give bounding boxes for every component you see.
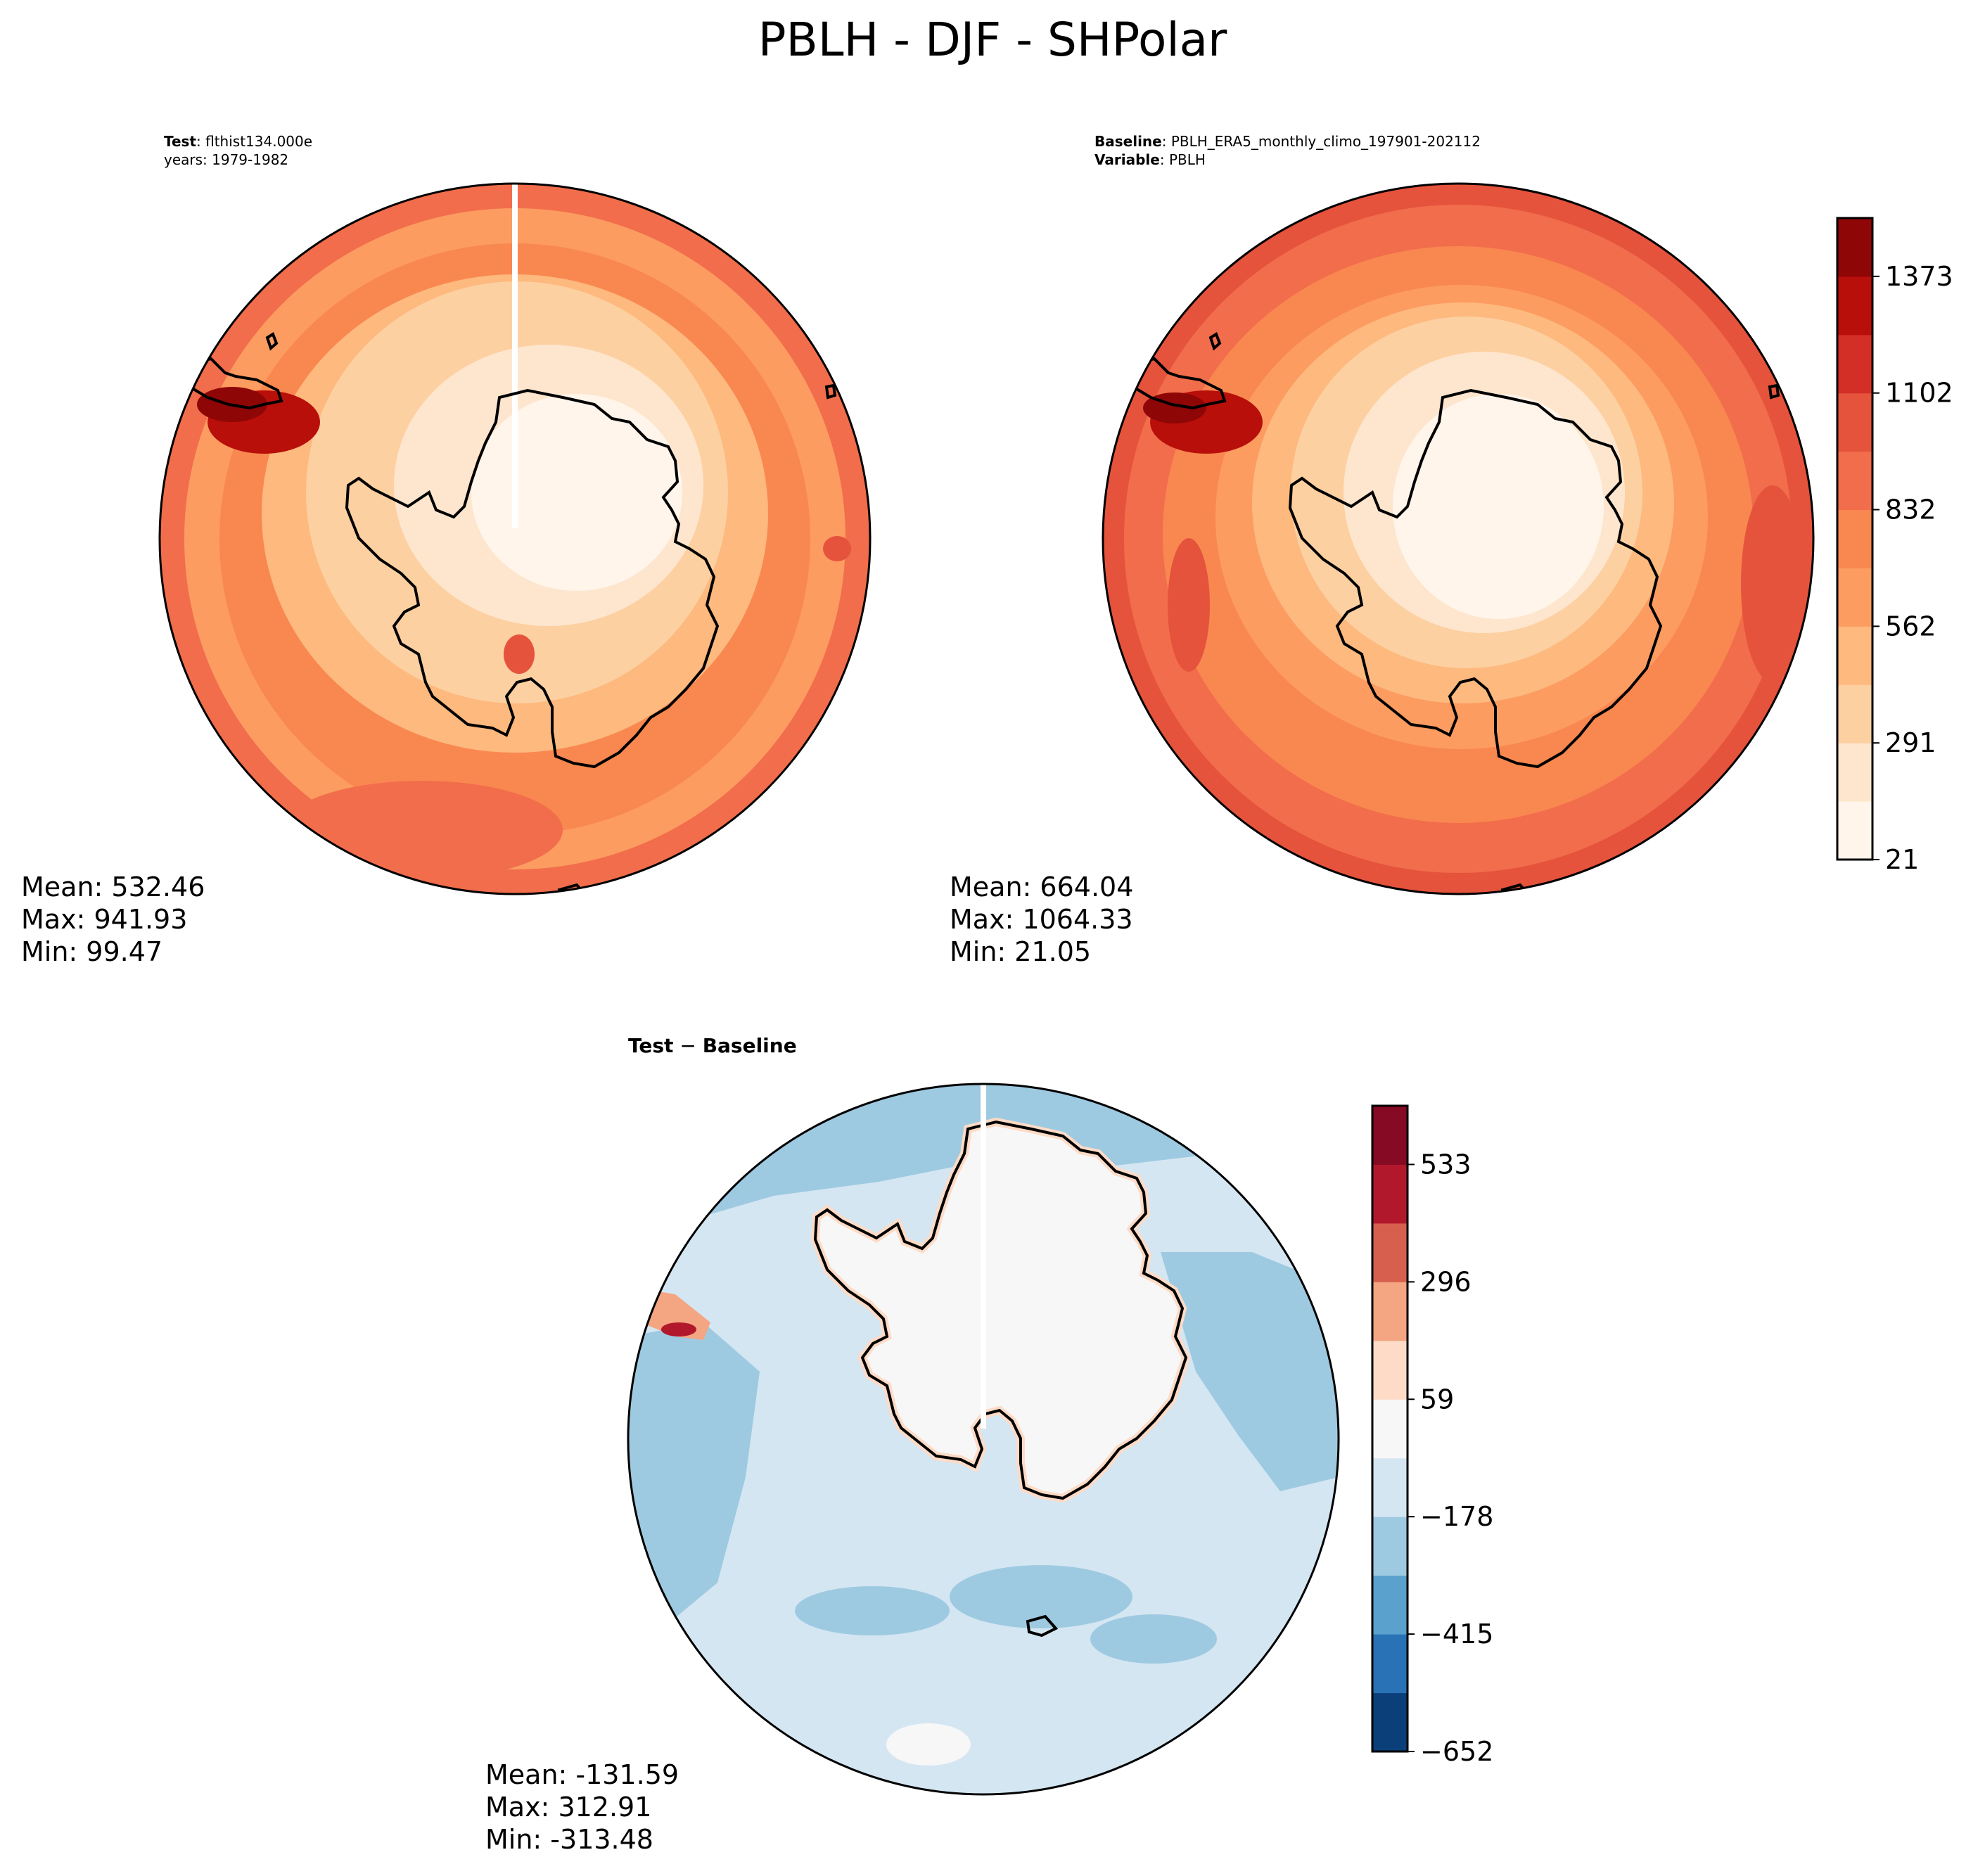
colorbar-diff-swatch — [1372, 1340, 1408, 1400]
colorbar-mean-swatch — [1837, 509, 1872, 568]
colorbar-diff-swatch — [1372, 1634, 1408, 1694]
variable-label: Variable — [1094, 151, 1160, 168]
colorbar-mean-swatch — [1837, 218, 1872, 277]
diff-missing-stripe — [981, 1084, 986, 1429]
colorbar-mean-tick-label: 21 — [1885, 844, 1919, 875]
colorbar-mean-tick-label: 832 — [1885, 494, 1936, 525]
test-stats: Mean: 532.46 Max: 941.93 Min: 99.47 — [21, 871, 205, 968]
baseline-header-label: Baseline — [1094, 133, 1162, 150]
colorbar-mean-swatch — [1837, 451, 1872, 511]
baseline-map-border — [1102, 182, 1815, 895]
diff-map-border — [627, 1083, 1340, 1796]
diff-header-test: Test — [628, 1034, 674, 1057]
baseline-map — [1103, 184, 1813, 894]
diff-header-baseline: Baseline — [702, 1034, 797, 1057]
diff-header: Test − Baseline — [628, 1034, 797, 1058]
test-map — [160, 184, 870, 894]
test-years: years: 1979-1982 — [164, 151, 289, 168]
colorbar-diff-tick-label: 296 — [1420, 1266, 1472, 1297]
test-mean: Mean: 532.46 — [21, 872, 205, 902]
baseline-stats: Mean: 664.04 Max: 1064.33 Min: 21.05 — [950, 871, 1133, 968]
colorbar-mean-swatch — [1837, 801, 1872, 860]
colorbar-mean-swatch — [1837, 568, 1872, 627]
colorbar-diff-swatch — [1372, 1575, 1408, 1635]
colorbar-diff-swatch — [1372, 1692, 1408, 1752]
colorbar-mean-swatch — [1837, 276, 1872, 336]
colorbar-diff-swatch — [1372, 1457, 1408, 1517]
variable-name: : PBLH — [1159, 151, 1206, 168]
colorbar-diff-swatch — [1372, 1223, 1408, 1282]
diff-stats: Mean: -131.59 Max: 312.91 Min: -313.48 — [485, 1759, 679, 1856]
colorbar-mean-tick-label: 1373 — [1885, 261, 1953, 292]
colorbar-diff: −652 −415 −178 59 296 533 — [1371, 1104, 1493, 1767]
colorbar-mean-swatch — [1837, 743, 1872, 802]
diff-min: Min: -313.48 — [485, 1824, 653, 1855]
diff-mean: Mean: -131.59 — [485, 1759, 679, 1790]
colorbar-diff-tick-label: −415 — [1420, 1619, 1493, 1650]
colorbar-mean-swatch — [1837, 393, 1872, 452]
colorbar-mean-swatch — [1837, 684, 1872, 744]
figure-title: PBLH - DJF - SHPolar — [758, 13, 1227, 67]
test-case-name: : flthist134.000e — [196, 133, 313, 150]
colorbar-mean-tick-label: 291 — [1885, 727, 1936, 758]
test-header: Test: flthist134.000e years: 1979-1982 — [164, 132, 312, 169]
colorbar-diff-swatch — [1372, 1399, 1408, 1459]
colorbar-diff-swatch — [1372, 1164, 1408, 1224]
diff-max: Max: 312.91 — [485, 1792, 652, 1823]
colorbar-diff-swatch — [1372, 1282, 1408, 1341]
colorbar-mean: 21 291 562 832 1102 1373 — [1836, 217, 1953, 875]
colorbar-mean-tick-label: 1102 — [1885, 378, 1953, 409]
test-header-label: Test — [164, 133, 197, 150]
baseline-max: Max: 1064.33 — [950, 904, 1133, 935]
diff-header-minus: − — [673, 1034, 703, 1057]
colorbar-diff-swatch — [1372, 1517, 1408, 1576]
colorbar-diff-tick-label: −178 — [1420, 1501, 1493, 1532]
colorbar-mean-tick-label: 562 — [1885, 611, 1936, 642]
colorbar-diff-swatch — [1372, 1106, 1408, 1165]
colorbar-diff-tick-label: 533 — [1420, 1149, 1472, 1180]
test-map-border — [158, 182, 872, 895]
colorbar-mean-swatch — [1837, 626, 1872, 685]
baseline-mean: Mean: 664.04 — [950, 872, 1134, 902]
colorbar-diff-tick-label: 59 — [1420, 1384, 1454, 1415]
test-min: Min: 99.47 — [21, 936, 163, 967]
colorbar-mean-swatch — [1837, 334, 1872, 394]
colorbar-diff-tick-label: −652 — [1420, 1736, 1493, 1767]
baseline-header: Baseline: PBLH_ERA5_monthly_climo_197901… — [1094, 132, 1481, 169]
colorbar-mean-border — [1836, 217, 1874, 861]
baseline-min: Min: 21.05 — [950, 936, 1092, 967]
colorbar-diff-border — [1371, 1104, 1409, 1753]
baseline-case-name: : PBLH_ERA5_monthly_climo_197901-202112 — [1161, 133, 1481, 150]
test-max: Max: 941.93 — [21, 904, 188, 935]
